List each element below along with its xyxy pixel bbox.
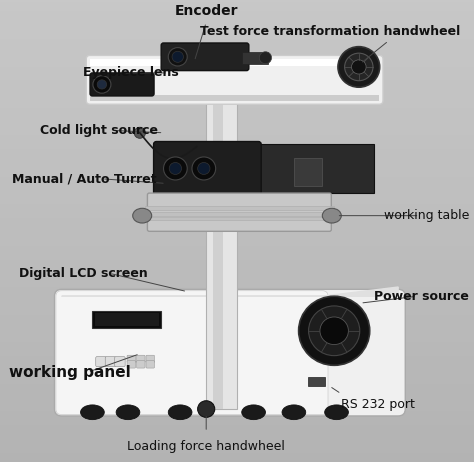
Ellipse shape bbox=[322, 208, 341, 223]
Circle shape bbox=[172, 51, 183, 62]
FancyBboxPatch shape bbox=[146, 361, 155, 368]
Ellipse shape bbox=[133, 208, 152, 223]
Circle shape bbox=[338, 47, 380, 87]
Text: working panel: working panel bbox=[9, 365, 131, 380]
Text: Cold light source: Cold light source bbox=[40, 124, 158, 137]
Circle shape bbox=[169, 163, 182, 175]
Ellipse shape bbox=[116, 405, 140, 419]
FancyBboxPatch shape bbox=[127, 355, 136, 363]
FancyBboxPatch shape bbox=[137, 361, 145, 368]
Circle shape bbox=[345, 53, 373, 81]
Bar bbox=[90, 95, 379, 101]
Circle shape bbox=[309, 306, 360, 356]
Text: Eyepiece lens: Eyepiece lens bbox=[83, 67, 179, 79]
Bar bbox=[145, 217, 334, 220]
FancyBboxPatch shape bbox=[161, 43, 249, 71]
Circle shape bbox=[259, 52, 272, 64]
FancyBboxPatch shape bbox=[154, 141, 261, 195]
Bar bbox=[95, 313, 159, 326]
Ellipse shape bbox=[325, 405, 348, 419]
FancyBboxPatch shape bbox=[86, 55, 383, 104]
FancyBboxPatch shape bbox=[105, 357, 116, 367]
Bar bbox=[213, 96, 223, 409]
Bar bbox=[258, 144, 374, 193]
Bar bbox=[92, 311, 161, 328]
Text: Loading force handwheel: Loading force handwheel bbox=[127, 440, 285, 453]
Circle shape bbox=[299, 296, 370, 365]
Bar bbox=[308, 377, 325, 386]
Circle shape bbox=[192, 157, 216, 180]
Bar bbox=[294, 158, 322, 186]
FancyBboxPatch shape bbox=[137, 355, 145, 363]
FancyBboxPatch shape bbox=[55, 289, 405, 416]
Ellipse shape bbox=[282, 405, 306, 419]
Text: Encoder: Encoder bbox=[174, 4, 238, 18]
Circle shape bbox=[198, 163, 210, 175]
Text: Digital LCD screen: Digital LCD screen bbox=[19, 267, 148, 280]
Bar bbox=[145, 206, 334, 210]
FancyBboxPatch shape bbox=[90, 73, 154, 96]
Circle shape bbox=[320, 317, 348, 345]
Bar bbox=[242, 52, 268, 64]
Ellipse shape bbox=[242, 405, 265, 419]
Circle shape bbox=[198, 401, 215, 417]
Text: Power source: Power source bbox=[374, 290, 469, 303]
FancyBboxPatch shape bbox=[115, 357, 125, 367]
Circle shape bbox=[168, 48, 187, 66]
FancyBboxPatch shape bbox=[96, 357, 106, 367]
Polygon shape bbox=[62, 287, 398, 296]
Circle shape bbox=[97, 80, 107, 89]
Circle shape bbox=[93, 76, 111, 93]
Circle shape bbox=[164, 157, 187, 180]
Text: working table: working table bbox=[384, 209, 469, 222]
FancyBboxPatch shape bbox=[147, 193, 331, 231]
Ellipse shape bbox=[168, 405, 192, 419]
Circle shape bbox=[352, 60, 366, 74]
Bar bbox=[206, 96, 237, 409]
FancyBboxPatch shape bbox=[146, 355, 155, 363]
FancyBboxPatch shape bbox=[56, 291, 328, 414]
Text: Manual / Auto Turret: Manual / Auto Turret bbox=[12, 172, 156, 185]
Text: Test force transformation handwheel: Test force transformation handwheel bbox=[200, 25, 460, 38]
Text: RS 232 port: RS 232 port bbox=[341, 398, 415, 412]
Circle shape bbox=[134, 127, 146, 138]
Bar bbox=[90, 59, 379, 66]
Ellipse shape bbox=[81, 405, 104, 419]
Bar bbox=[145, 212, 334, 216]
FancyBboxPatch shape bbox=[127, 361, 136, 368]
